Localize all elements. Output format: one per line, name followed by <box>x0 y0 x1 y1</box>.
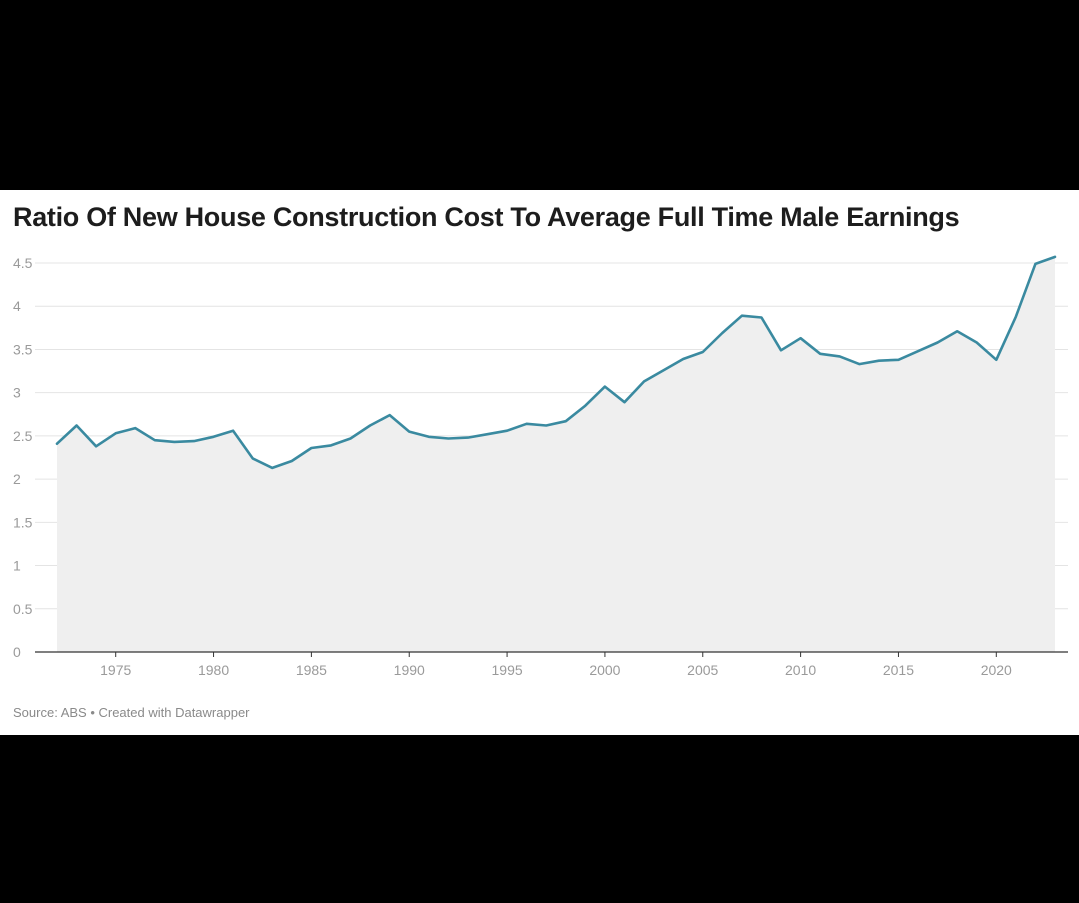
chart-card: Ratio Of New House Construction Cost To … <box>0 190 1079 735</box>
x-tick-label: 1985 <box>296 662 327 678</box>
y-tick-label: 2 <box>13 471 21 487</box>
x-axis-ticks: 1975 1980 1985 1990 1995 2000 2005 2010 2015 2020 <box>100 652 1012 678</box>
x-tick-label: 1990 <box>394 662 425 678</box>
y-axis-ticks: 0 0.5 1 1.5 2 2.5 3 3.5 4 4.5 <box>13 255 33 660</box>
y-tick-label: 4 <box>13 298 21 314</box>
area-fill <box>57 256 1055 652</box>
chart-title: Ratio Of New House Construction Cost To … <box>13 202 960 232</box>
area-layer <box>57 256 1055 652</box>
x-tick-label: 2010 <box>785 662 816 678</box>
source-note: Source: ABS • Created with Datawrapper <box>13 705 250 720</box>
line-layer <box>55 255 1057 470</box>
x-tick-label: 2015 <box>883 662 914 678</box>
x-tick-label: 1995 <box>492 662 523 678</box>
x-tick-label: 1980 <box>198 662 229 678</box>
chart-plot: 0 0.5 1 1.5 2 2.5 3 3.5 4 4.5 1975 1980 1985 1990 199… <box>13 255 1068 678</box>
y-tick-label: 0 <box>13 644 21 660</box>
y-tick-label: 3 <box>13 385 21 401</box>
y-tick-label: 3.5 <box>13 341 33 357</box>
y-tick-label: 2.5 <box>13 428 33 444</box>
x-tick-label: 2005 <box>687 662 718 678</box>
y-tick-label: 1.5 <box>13 514 33 530</box>
series-line <box>55 255 1057 470</box>
x-tick-label: 2000 <box>589 662 620 678</box>
x-tick-label: 1975 <box>100 662 131 678</box>
y-tick-label: 0.5 <box>13 601 33 617</box>
x-tick-label: 2020 <box>981 662 1012 678</box>
y-tick-label: 4.5 <box>13 255 33 271</box>
y-tick-label: 1 <box>13 558 21 574</box>
